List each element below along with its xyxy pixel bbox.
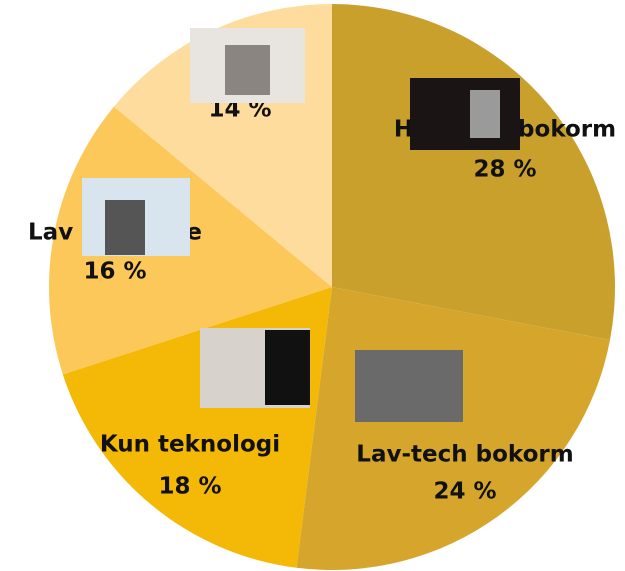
photo [355,350,463,422]
photo-detail [470,90,500,138]
photo-detail [225,45,270,95]
category-label: Kun teknologi [100,432,280,458]
slices [49,4,615,570]
photo-detail [265,330,310,405]
photo [410,78,520,150]
photo-detail [105,200,145,255]
value-label: 24 % [433,479,496,505]
value-label: 28 % [473,157,536,183]
chart: Høy-tech bokorm28 %Lav-tech bokorm24 %Ku… [0,0,625,571]
category-label: Lav-tech bokorm [356,442,573,468]
value-label: 18 % [158,474,221,500]
value-label: 16 % [83,259,146,285]
